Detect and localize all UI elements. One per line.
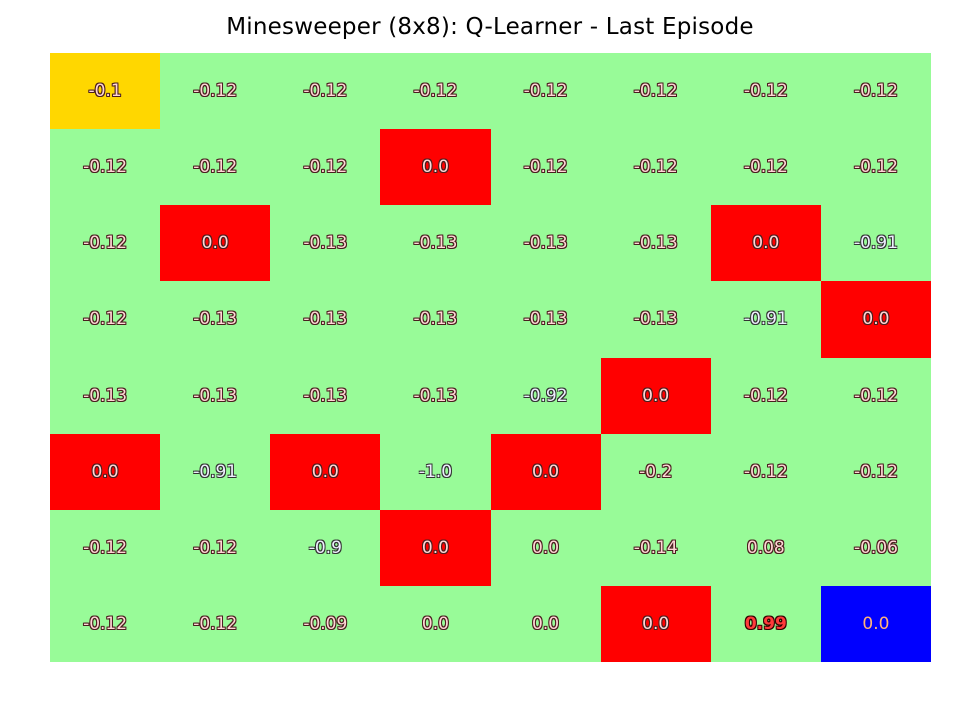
game-board: -0.1 -0.12 -0.12 -0.12 -0.12 -0.12 -0.12 -0.12-… bbox=[50, 53, 931, 662]
board-cell-5-3[interactable]: -1.0 bbox=[380, 433, 491, 510]
board-cell-3-6[interactable]: -0.91 bbox=[710, 281, 821, 358]
board-cell-7-2[interactable]: -0.09 bbox=[270, 585, 381, 662]
board-cell-2-2[interactable]: -0.13 bbox=[270, 205, 381, 282]
board-cell-4-6[interactable]: -0.12 bbox=[710, 357, 821, 434]
board-cell-4-5[interactable]: 0.0 bbox=[600, 357, 711, 434]
board-cell-5-6[interactable]: -0.12 bbox=[710, 433, 821, 510]
board-cell-0-3[interactable]: -0.12 bbox=[380, 53, 491, 130]
board-cell-3-5[interactable]: -0.13 bbox=[600, 281, 711, 358]
board-cell-0-7[interactable]: -0.12 bbox=[820, 53, 931, 130]
board-cell-2-6[interactable]: 0.0 bbox=[710, 205, 821, 282]
board-cell-2-3[interactable]: -0.13 bbox=[380, 205, 491, 282]
board-cell-2-1[interactable]: 0.0 bbox=[160, 205, 271, 282]
board-cell-6-4[interactable]: 0.0 bbox=[490, 509, 601, 586]
board-cell-4-4[interactable]: -0.92 bbox=[490, 357, 601, 434]
board-cell-5-0[interactable]: 0.0 bbox=[50, 433, 161, 510]
board-cell-4-2[interactable]: -0.13 bbox=[270, 357, 381, 434]
board-cell-7-4[interactable]: 0.0 bbox=[490, 585, 601, 662]
board-cell-0-6[interactable]: -0.12 bbox=[710, 53, 821, 130]
board-cell-0-0[interactable]: -0.1 bbox=[50, 53, 161, 130]
board-cell-1-4[interactable]: -0.12 bbox=[490, 129, 601, 206]
board-cell-0-1[interactable]: -0.12 bbox=[160, 53, 271, 130]
board-cell-7-6[interactable]: 0.99 bbox=[710, 585, 821, 662]
board-cell-2-7[interactable]: -0.91 bbox=[820, 205, 931, 282]
board-cell-6-6[interactable]: 0.08 bbox=[710, 509, 821, 586]
board-cell-4-0[interactable]: -0.13 bbox=[50, 357, 161, 434]
board-cell-1-3[interactable]: 0.0 bbox=[380, 129, 491, 206]
board-cell-2-5[interactable]: -0.13 bbox=[600, 205, 711, 282]
board-cell-7-3[interactable]: 0.0 bbox=[380, 585, 491, 662]
board-cell-3-4[interactable]: -0.13 bbox=[490, 281, 601, 358]
board-cell-5-2[interactable]: 0.0 bbox=[270, 433, 381, 510]
board-cell-7-1[interactable]: -0.12 bbox=[160, 585, 271, 662]
board-cell-1-7[interactable]: -0.12 bbox=[820, 129, 931, 206]
board-cell-5-5[interactable]: -0.2 bbox=[600, 433, 711, 510]
board-cell-3-1[interactable]: -0.13 bbox=[160, 281, 271, 358]
board-cell-6-0[interactable]: -0.12 bbox=[50, 509, 161, 586]
board-cell-1-1[interactable]: -0.12 bbox=[160, 129, 271, 206]
board-cell-4-3[interactable]: -0.13 bbox=[380, 357, 491, 434]
board-cell-2-4[interactable]: -0.13 bbox=[490, 205, 601, 282]
board-cell-3-3[interactable]: -0.13 bbox=[380, 281, 491, 358]
board-cell-3-7[interactable]: 0.0 bbox=[820, 281, 931, 358]
board-cell-1-6[interactable]: -0.12 bbox=[710, 129, 821, 206]
page-title: Minesweeper (8x8): Q-Learner - Last Epis… bbox=[226, 14, 754, 40]
board-cell-0-2[interactable]: -0.12 bbox=[270, 53, 381, 130]
board-cell-0-5[interactable]: -0.12 bbox=[600, 53, 711, 130]
board-cell-6-1[interactable]: -0.12 bbox=[160, 509, 271, 586]
board-cell-6-7[interactable]: -0.06 bbox=[820, 509, 931, 586]
board-cell-3-0[interactable]: -0.12 bbox=[50, 281, 161, 358]
board-cell-6-2[interactable]: -0.9 bbox=[270, 509, 381, 586]
board-cell-5-4[interactable]: 0.0 bbox=[490, 433, 601, 510]
board-cell-2-0[interactable]: -0.12 bbox=[50, 205, 161, 282]
board-cell-5-1[interactable]: -0.91 bbox=[160, 433, 271, 510]
board-cell-7-5[interactable]: 0.0 bbox=[600, 585, 711, 662]
board-cell-6-3[interactable]: 0.0 bbox=[380, 509, 491, 586]
board-cell-3-2[interactable]: -0.13 bbox=[270, 281, 381, 358]
board-cell-1-5[interactable]: -0.12 bbox=[600, 129, 711, 206]
board-cell-1-2[interactable]: -0.12 bbox=[270, 129, 381, 206]
board-cell-6-5[interactable]: -0.14 bbox=[600, 509, 711, 586]
board-cell-7-0[interactable]: -0.12 bbox=[50, 585, 161, 662]
board-cell-4-7[interactable]: -0.12 bbox=[820, 357, 931, 434]
board-cell-7-7[interactable]: 0.0 bbox=[820, 585, 931, 662]
board-cell-4-1[interactable]: -0.13 bbox=[160, 357, 271, 434]
board-cell-0-4[interactable]: -0.12 bbox=[490, 53, 601, 130]
board-cell-1-0[interactable]: -0.12 bbox=[50, 129, 161, 206]
board-cell-5-7[interactable]: -0.12 bbox=[820, 433, 931, 510]
